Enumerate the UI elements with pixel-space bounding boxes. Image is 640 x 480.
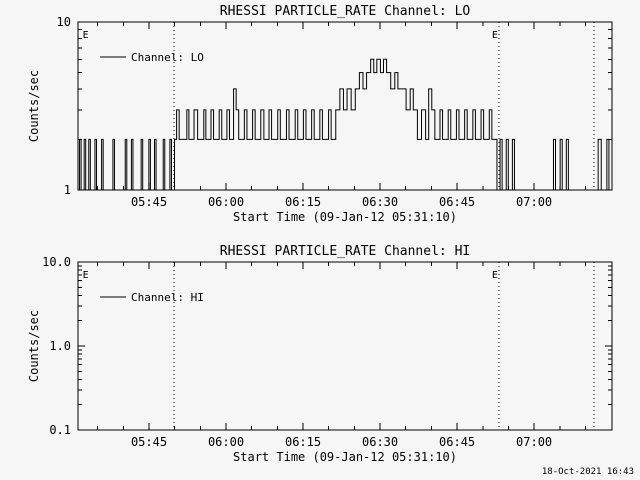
chart-title: RHESSI PARTICLE_RATE Channel: HI bbox=[220, 244, 470, 259]
x-tick-label: 05:45 bbox=[131, 435, 167, 449]
x-tick-label: 06:15 bbox=[285, 195, 321, 209]
legend-label: Channel: HI bbox=[131, 291, 204, 304]
y-tick-label: 10 bbox=[57, 15, 71, 29]
y-tick-label: 0.1 bbox=[49, 423, 71, 437]
x-tick-label: 06:30 bbox=[362, 435, 398, 449]
x-tick-label: 06:45 bbox=[439, 435, 475, 449]
x-tick-label: 06:15 bbox=[285, 435, 321, 449]
y-tick-label: 10.0 bbox=[42, 255, 71, 269]
particle-rate-hi-chart: RHESSI PARTICLE_RATE Channel: HI 05:45 06:… bbox=[27, 244, 613, 464]
chart-title: RHESSI PARTICLE_RATE Channel: LO bbox=[220, 4, 471, 19]
x-tick-label: 06:00 bbox=[208, 435, 244, 449]
creation-timestamp: 18-Oct-2021 16:43 bbox=[541, 467, 634, 477]
eclipse-flag: E bbox=[83, 30, 89, 41]
x-axis-title: Start Time (09-Jan-12 05:31:10) bbox=[233, 210, 457, 224]
data-series bbox=[78, 58, 612, 191]
plot-frame bbox=[77, 261, 613, 431]
particle-rate-lo-chart: RHESSI PARTICLE_RATE Channel: LO 05:45 06:… bbox=[27, 4, 613, 224]
plot-frame bbox=[77, 21, 613, 191]
x-tick-label: 06:30 bbox=[362, 195, 398, 209]
legend-label: Channel: LO bbox=[131, 51, 204, 64]
y-tick-label: 1 bbox=[64, 183, 71, 197]
eclipse-flag: E bbox=[492, 30, 498, 41]
x-tick-label: 07:00 bbox=[516, 435, 552, 449]
y-axis-title: Counts/sec bbox=[27, 70, 41, 142]
x-axis-title: Start Time (09-Jan-12 05:31:10) bbox=[233, 450, 457, 464]
x-tick-label: 05:45 bbox=[131, 195, 167, 209]
x-tick-label: 07:00 bbox=[516, 195, 552, 209]
x-tick-label: 06:00 bbox=[208, 195, 244, 209]
y-axis-title: Counts/sec bbox=[27, 310, 41, 382]
y-tick-label: 1.0 bbox=[49, 339, 71, 353]
x-tick-label: 06:45 bbox=[439, 195, 475, 209]
eclipse-flag: E bbox=[83, 270, 89, 281]
eclipse-flag: E bbox=[492, 270, 498, 281]
